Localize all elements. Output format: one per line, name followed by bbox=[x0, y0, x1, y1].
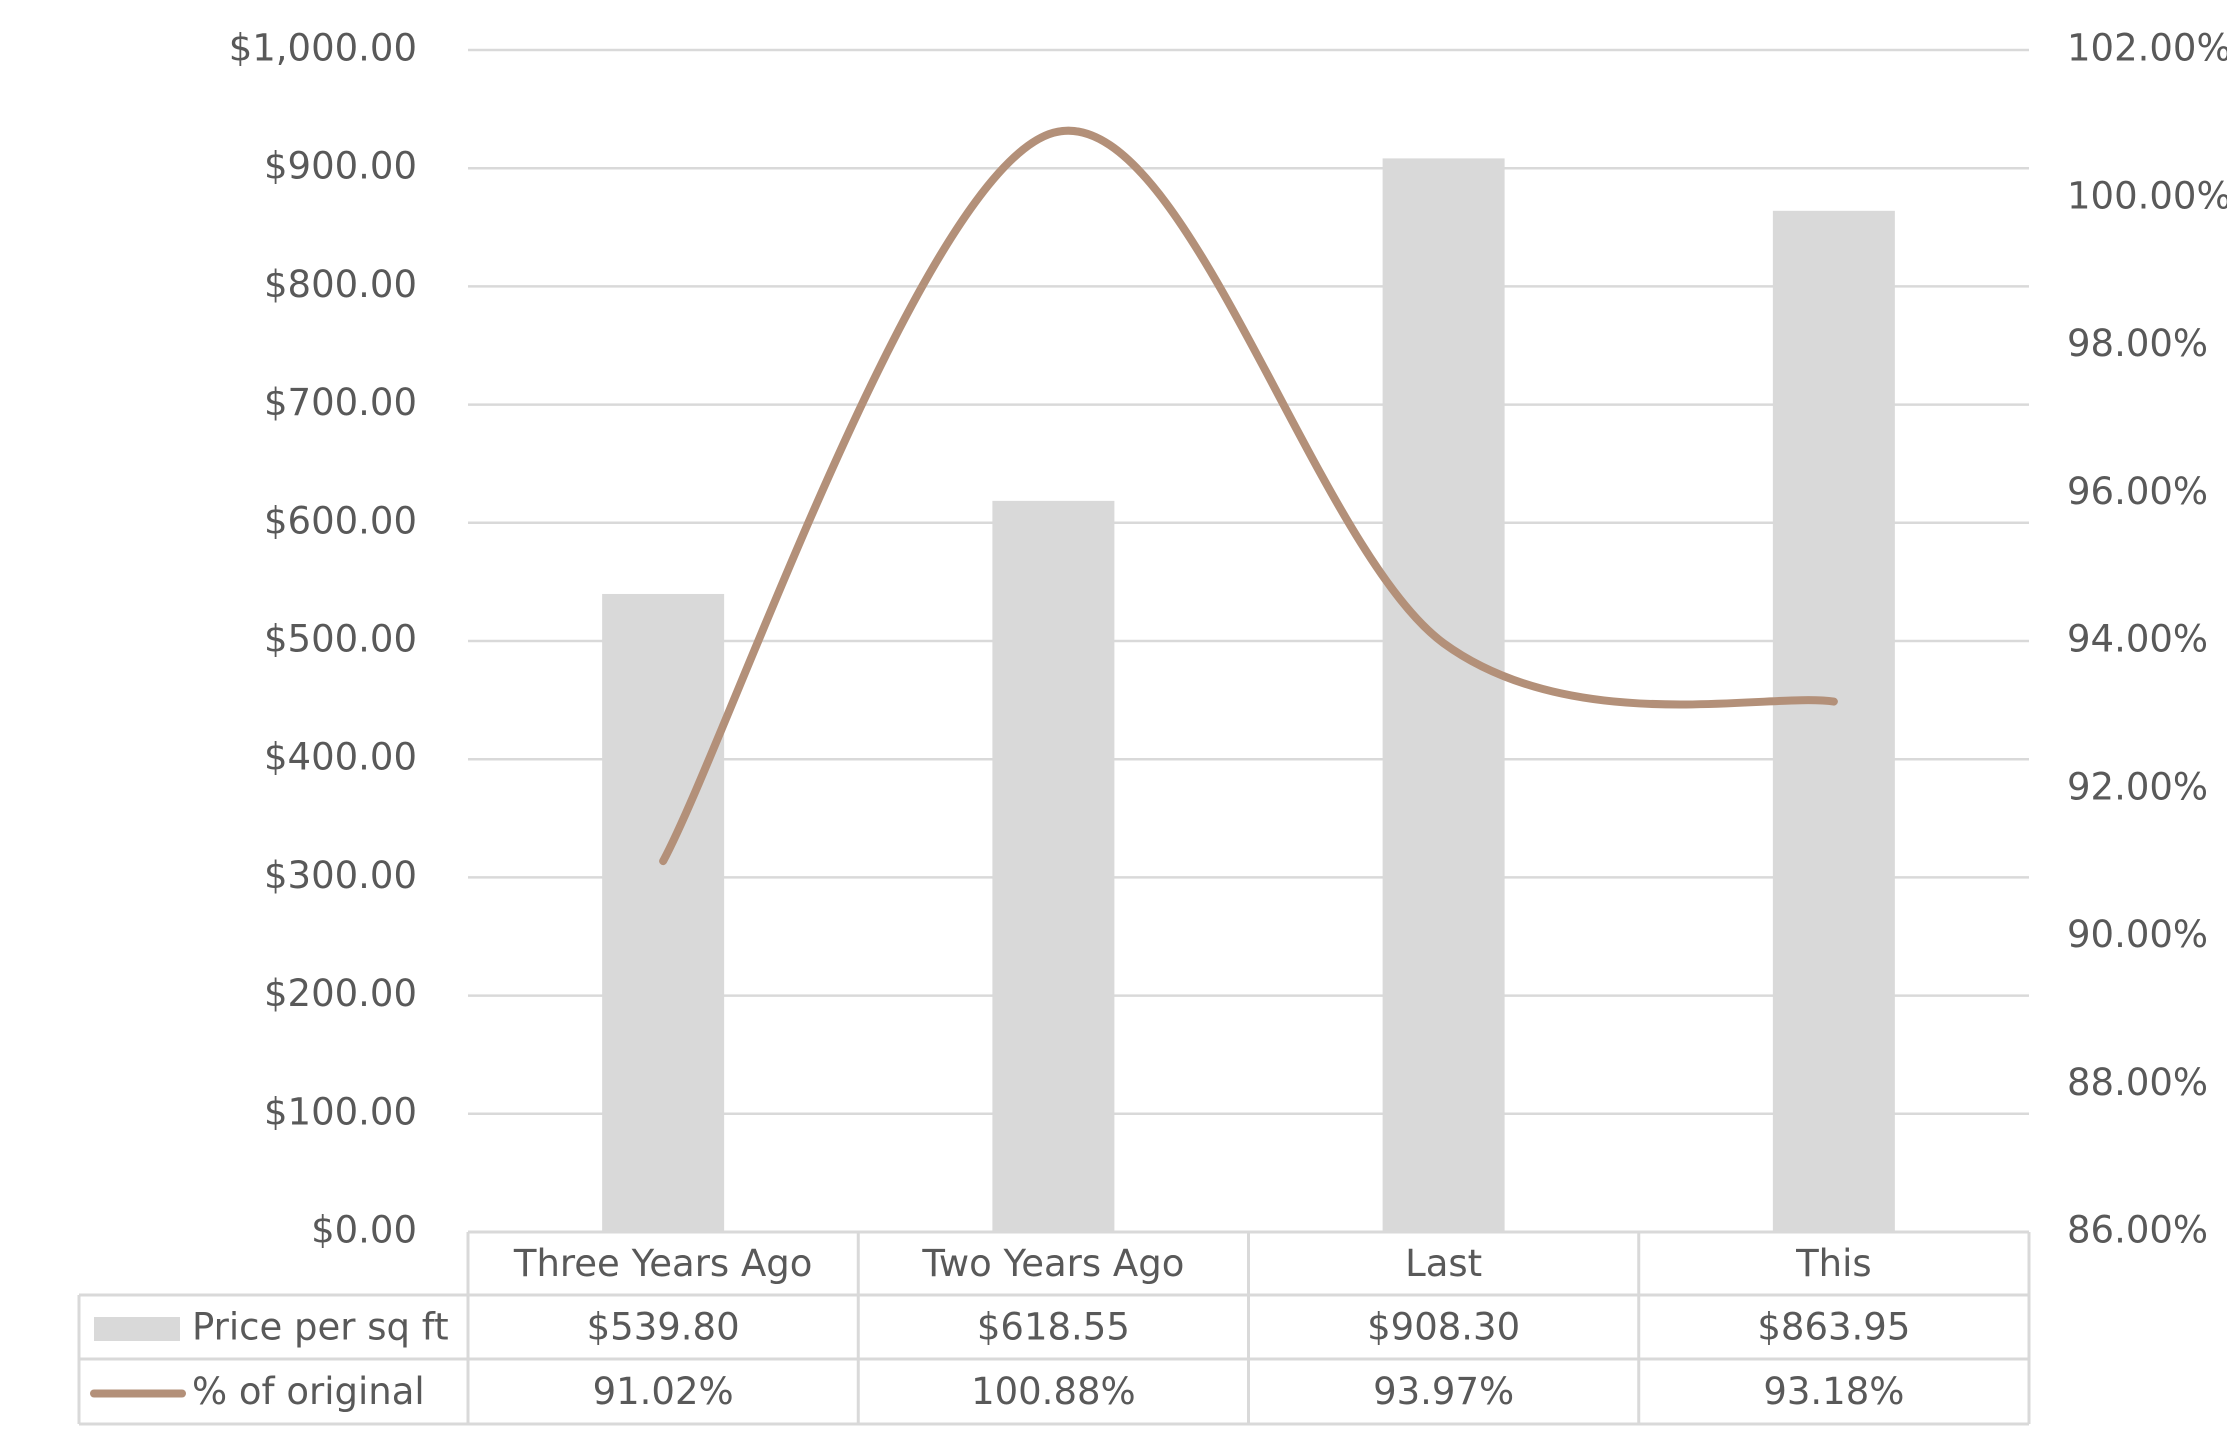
line bbox=[659, 126, 1838, 866]
table-value: 91.02% bbox=[593, 1370, 734, 1413]
legend-key bbox=[94, 1317, 180, 1341]
x-tick-label: Two Years Ago bbox=[921, 1242, 1184, 1285]
y2-tick-label: 86.00% bbox=[2067, 1209, 2208, 1252]
y2-tick-label: 96.00% bbox=[2067, 470, 2208, 513]
bar bbox=[1382, 158, 1505, 1232]
y-tick-label: $500.00 bbox=[264, 618, 417, 661]
table-value: $908.30 bbox=[1367, 1306, 1520, 1349]
table-value: 93.97% bbox=[1373, 1370, 1514, 1413]
y2-tick-label: 98.00% bbox=[2067, 322, 2208, 365]
y-tick-label: $400.00 bbox=[264, 736, 417, 779]
table-value: $863.95 bbox=[1757, 1306, 1910, 1349]
legend-label: Price per sq ft bbox=[192, 1306, 449, 1349]
legend-label: % of original bbox=[192, 1370, 425, 1413]
table-value: $618.55 bbox=[977, 1306, 1130, 1349]
y-tick-label: $0.00 bbox=[311, 1209, 417, 1252]
y-tick-label: $600.00 bbox=[264, 499, 417, 542]
x-tick-label: This bbox=[1795, 1242, 1872, 1285]
y-tick-label: $200.00 bbox=[264, 972, 417, 1015]
y2-tick-label: 94.00% bbox=[2067, 618, 2208, 661]
table-value: 93.18% bbox=[1763, 1370, 1904, 1413]
y-tick-label: $800.00 bbox=[264, 263, 417, 306]
y2-tick-label: 102.00% bbox=[2067, 27, 2227, 70]
table-value: $539.80 bbox=[587, 1306, 740, 1349]
y2-tick-label: 90.00% bbox=[2067, 913, 2208, 956]
y2-tick-label: 100.00% bbox=[2067, 174, 2227, 217]
y-tick-label: $300.00 bbox=[264, 854, 417, 897]
x-tick-label: Last bbox=[1405, 1242, 1482, 1285]
bar bbox=[1772, 210, 1895, 1232]
y-tick-label: $900.00 bbox=[264, 145, 417, 188]
y2-tick-label: 92.00% bbox=[2067, 765, 2208, 808]
bar bbox=[602, 593, 725, 1232]
y2-tick-label: 88.00% bbox=[2067, 1061, 2208, 1104]
table-value: 100.88% bbox=[971, 1370, 1136, 1413]
y-tick-label: $1,000.00 bbox=[229, 27, 417, 70]
y-tick-label: $100.00 bbox=[264, 1090, 417, 1133]
x-tick-label: Three Years Ago bbox=[513, 1242, 813, 1285]
bar bbox=[992, 500, 1115, 1232]
y-tick-label: $700.00 bbox=[264, 381, 417, 424]
